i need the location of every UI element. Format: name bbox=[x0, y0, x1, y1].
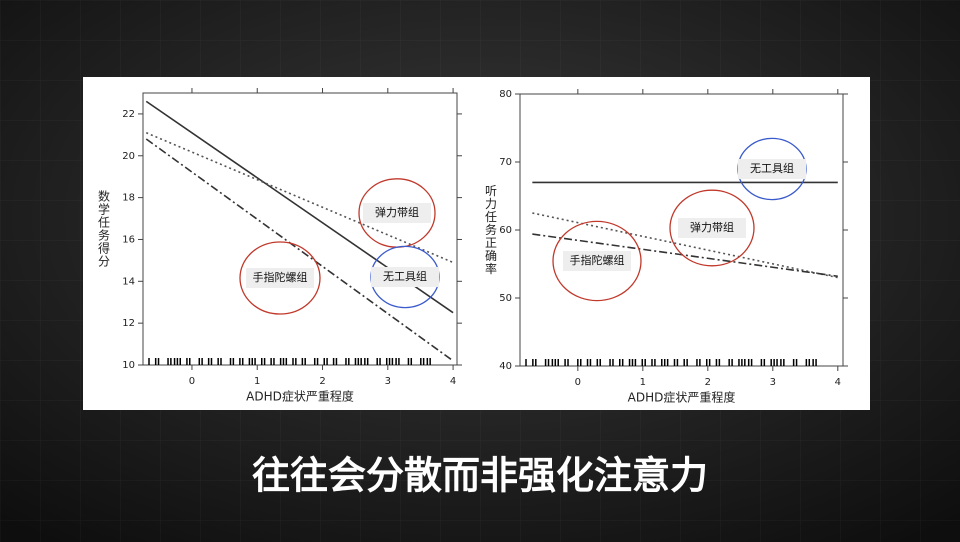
x-tick-label: 0 bbox=[575, 377, 581, 388]
annotation-box bbox=[363, 203, 431, 223]
annotation-box bbox=[371, 267, 439, 287]
annotation-box bbox=[738, 159, 806, 179]
x-tick-label: 1 bbox=[254, 376, 260, 387]
x-tick-label: 2 bbox=[705, 377, 711, 388]
y-tick-label: 12 bbox=[122, 318, 135, 329]
x-tick-label: 0 bbox=[189, 376, 195, 387]
y-tick-label: 40 bbox=[499, 361, 512, 372]
y-axis-label: 数学任务得分 bbox=[97, 189, 111, 268]
annotation-circle bbox=[669, 189, 755, 267]
annotation-label: 弹力带组 bbox=[375, 205, 419, 219]
y-tick-label: 10 bbox=[122, 360, 135, 371]
trend-line bbox=[532, 212, 838, 279]
x-tick-label: 1 bbox=[640, 377, 646, 388]
trend-line bbox=[145, 138, 454, 362]
y-tick-label: 16 bbox=[122, 234, 135, 245]
annotation-box bbox=[678, 218, 746, 238]
annotation-box bbox=[246, 268, 314, 288]
plot-frame bbox=[142, 92, 458, 366]
annotation-label: 无工具组 bbox=[750, 161, 794, 175]
x-tick-label: 3 bbox=[385, 376, 391, 387]
y-tick-label: 80 bbox=[499, 89, 512, 100]
y-tick-label: 60 bbox=[499, 225, 512, 236]
x-tick-label: 3 bbox=[770, 377, 776, 388]
y-tick-label: 22 bbox=[122, 109, 135, 120]
annotation-circle bbox=[552, 220, 642, 302]
y-axis-label: 听力任务正确率 bbox=[484, 184, 498, 275]
x-axis-label: ADHD症状严重程度 bbox=[628, 390, 736, 405]
x-tick-label: 4 bbox=[835, 377, 841, 388]
annotation-label: 无工具组 bbox=[383, 269, 427, 283]
y-tick-label: 50 bbox=[499, 293, 512, 304]
annotation-box bbox=[563, 251, 631, 271]
x-tick-label: 4 bbox=[450, 376, 456, 387]
y-tick-label: 20 bbox=[122, 151, 135, 162]
y-tick-label: 18 bbox=[122, 193, 135, 204]
annotation-label: 弹力带组 bbox=[690, 220, 734, 234]
annotation-label: 手指陀螺组 bbox=[253, 270, 308, 284]
annotation-label: 手指陀螺组 bbox=[570, 253, 625, 267]
figure-panel bbox=[83, 77, 870, 410]
annotation-circle bbox=[239, 241, 321, 315]
x-axis-label: ADHD症状严重程度 bbox=[246, 389, 354, 404]
caption: 往往会分散而非强化注意力 bbox=[252, 454, 708, 498]
y-tick-label: 70 bbox=[499, 157, 512, 168]
trend-line bbox=[532, 233, 838, 278]
trend-line bbox=[145, 132, 454, 264]
x-tick-label: 2 bbox=[319, 376, 325, 387]
y-tick-label: 14 bbox=[122, 276, 135, 287]
